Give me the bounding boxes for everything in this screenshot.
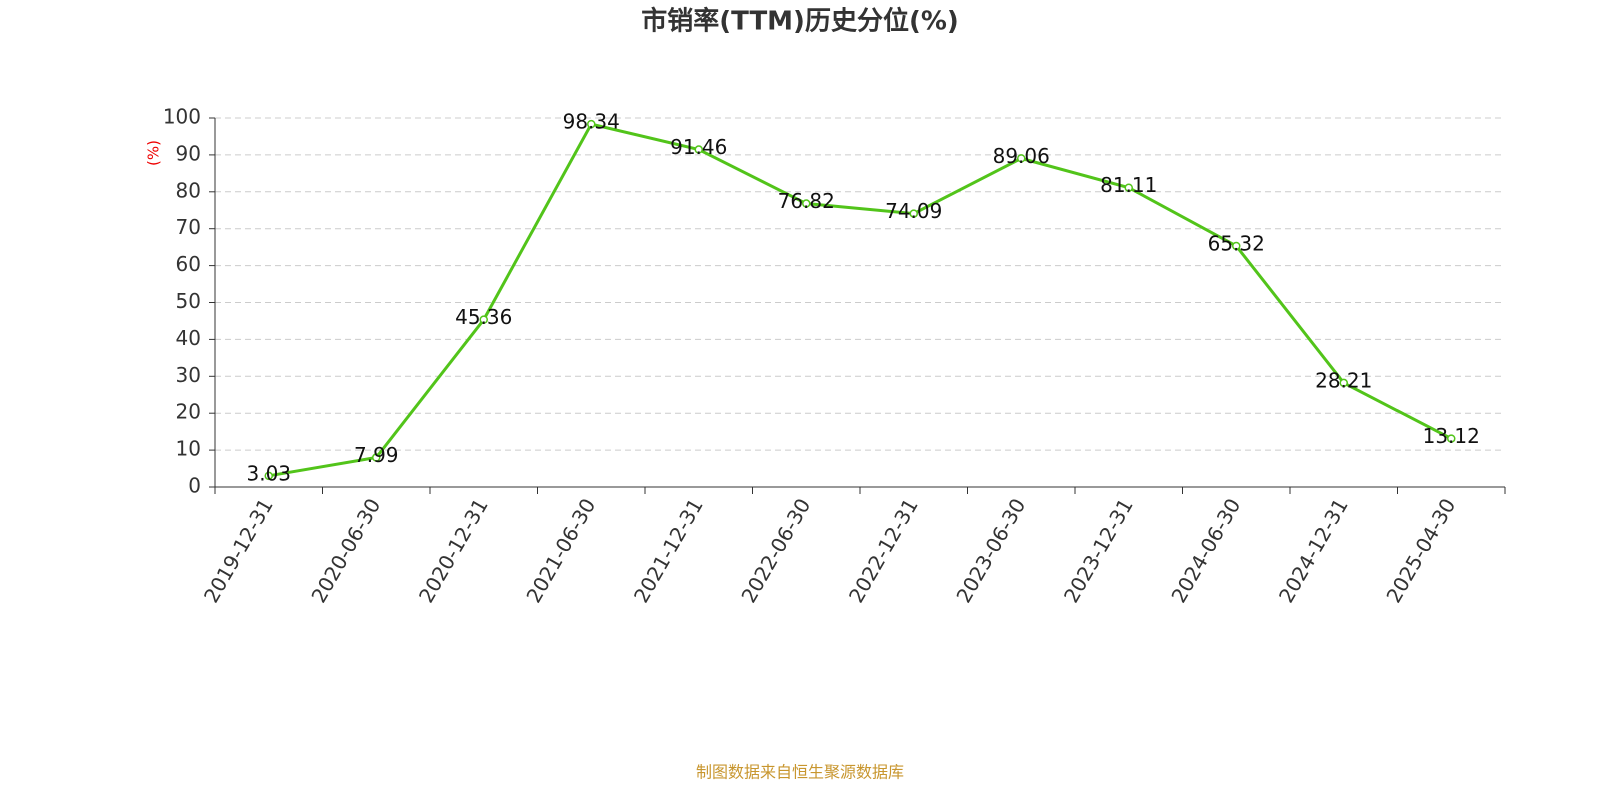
y-axis-label: (%): [145, 140, 163, 166]
y-tick-label: 100: [163, 105, 201, 129]
data-label: 28.21: [1315, 368, 1372, 392]
y-tick-label: 70: [176, 215, 201, 239]
data-point: [802, 199, 811, 208]
data-label: 98.34: [563, 110, 620, 134]
data-label: 65.32: [1208, 231, 1265, 255]
y-tick-label: 80: [176, 178, 201, 202]
data-label: 13.12: [1423, 424, 1480, 448]
data-line: [268, 122, 1452, 478]
data-label: 3.03: [246, 461, 291, 485]
x-tick-label: 2022-12-31: [844, 494, 923, 607]
data-label: 74.09: [885, 199, 942, 223]
x-tick-label: 2021-12-31: [629, 494, 708, 607]
data-label: 76.82: [778, 189, 835, 213]
data-label: 81.11: [1100, 173, 1157, 197]
data-point: [909, 209, 918, 218]
data-label: 89.06: [993, 144, 1050, 168]
y-tick-label: 0: [188, 474, 201, 498]
y-tick-label: 90: [176, 141, 201, 165]
data-label: 7.99: [354, 443, 399, 467]
data-point: [264, 471, 273, 481]
y-tick-label: 10: [176, 437, 201, 461]
x-tick-label: 2023-06-30: [951, 494, 1030, 607]
x-tick-label: 2020-12-31: [414, 494, 493, 607]
chart-title: 市销率(TTM)历史分位(%): [641, 6, 959, 37]
data-point: [1232, 241, 1241, 251]
y-tick-label: 60: [176, 252, 201, 276]
data-point: [587, 119, 596, 129]
x-tick-label: 2025-04-30: [1381, 494, 1460, 607]
data-point: [1339, 378, 1348, 388]
data-point: [479, 315, 488, 324]
data-label: 45.36: [455, 305, 512, 329]
x-tick-label: 2024-12-31: [1274, 494, 1353, 607]
x-tick-label: 2021-06-30: [521, 494, 600, 607]
data-point: [694, 145, 703, 154]
data-point: [1447, 434, 1456, 443]
x-tick-label: 2022-06-30: [736, 494, 815, 607]
y-tick-label: 40: [176, 326, 201, 350]
data-point: [372, 453, 381, 462]
data-point: [1124, 183, 1133, 192]
y-tick-label: 50: [176, 289, 201, 313]
x-tick-label: 2023-12-31: [1059, 494, 1138, 607]
x-tick-label: 2019-12-31: [199, 494, 278, 607]
y-tick-label: 30: [176, 363, 201, 387]
y-tick-label: 20: [176, 400, 201, 424]
data-label: 91.46: [670, 135, 727, 159]
x-tick-label: 2024-06-30: [1166, 494, 1245, 607]
source-note: 制图数据来自恒生聚源数据库: [696, 763, 904, 782]
data-point: [1017, 154, 1026, 163]
x-tick-label: 2020-06-30: [306, 494, 385, 607]
